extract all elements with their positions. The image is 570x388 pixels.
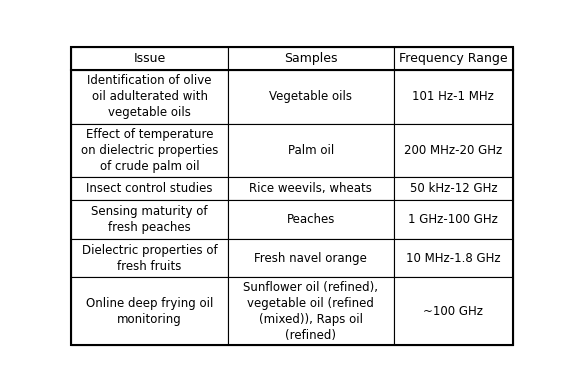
Bar [228,123,394,177]
Bar [394,201,513,239]
Text: Dielectric properties of
fresh fruits: Dielectric properties of fresh fruits [82,244,218,273]
Text: Vegetable oils: Vegetable oils [270,90,352,104]
Text: Issue: Issue [133,52,166,65]
Text: Samples: Samples [284,52,337,65]
Bar [228,177,394,201]
Text: Palm oil: Palm oil [288,144,334,157]
Text: Frequency Range: Frequency Range [399,52,508,65]
Bar [71,70,228,123]
Text: Rice weevils, wheats: Rice weevils, wheats [250,182,372,195]
Bar [394,70,513,123]
Text: Online deep frying oil
monitoring: Online deep frying oil monitoring [86,297,213,326]
Text: Effect of temperature
on dielectric properties
of crude palm oil: Effect of temperature on dielectric prop… [81,128,218,173]
Bar [228,239,394,277]
Text: 10 MHz-1.8 GHz: 10 MHz-1.8 GHz [406,252,500,265]
Bar [394,277,513,345]
Text: Fresh navel orange: Fresh navel orange [254,252,367,265]
Text: Identification of olive
oil adulterated with
vegetable oils: Identification of olive oil adulterated … [87,74,212,120]
Bar [71,277,228,345]
Bar [228,277,394,345]
Text: Insect control studies: Insect control studies [87,182,213,195]
Bar [394,123,513,177]
Text: Sunflower oil (refined),
vegetable oil (refined
(mixed)), Raps oil
(refined): Sunflower oil (refined), vegetable oil (… [243,281,378,342]
Bar [228,70,394,123]
Bar [394,239,513,277]
Bar [228,201,394,239]
Bar [71,201,228,239]
Text: Peaches: Peaches [287,213,335,226]
Bar [71,47,228,70]
Bar [228,47,394,70]
Text: ~100 GHz: ~100 GHz [424,305,483,318]
Text: 1 GHz-100 GHz: 1 GHz-100 GHz [409,213,498,226]
Bar [71,239,228,277]
Bar [394,47,513,70]
Text: Sensing maturity of
fresh peaches: Sensing maturity of fresh peaches [91,205,208,234]
Bar [71,177,228,201]
Bar [394,177,513,201]
Text: 101 Hz-1 MHz: 101 Hz-1 MHz [413,90,494,104]
Bar [71,123,228,177]
Text: 50 kHz-12 GHz: 50 kHz-12 GHz [410,182,497,195]
Text: 200 MHz-20 GHz: 200 MHz-20 GHz [404,144,503,157]
